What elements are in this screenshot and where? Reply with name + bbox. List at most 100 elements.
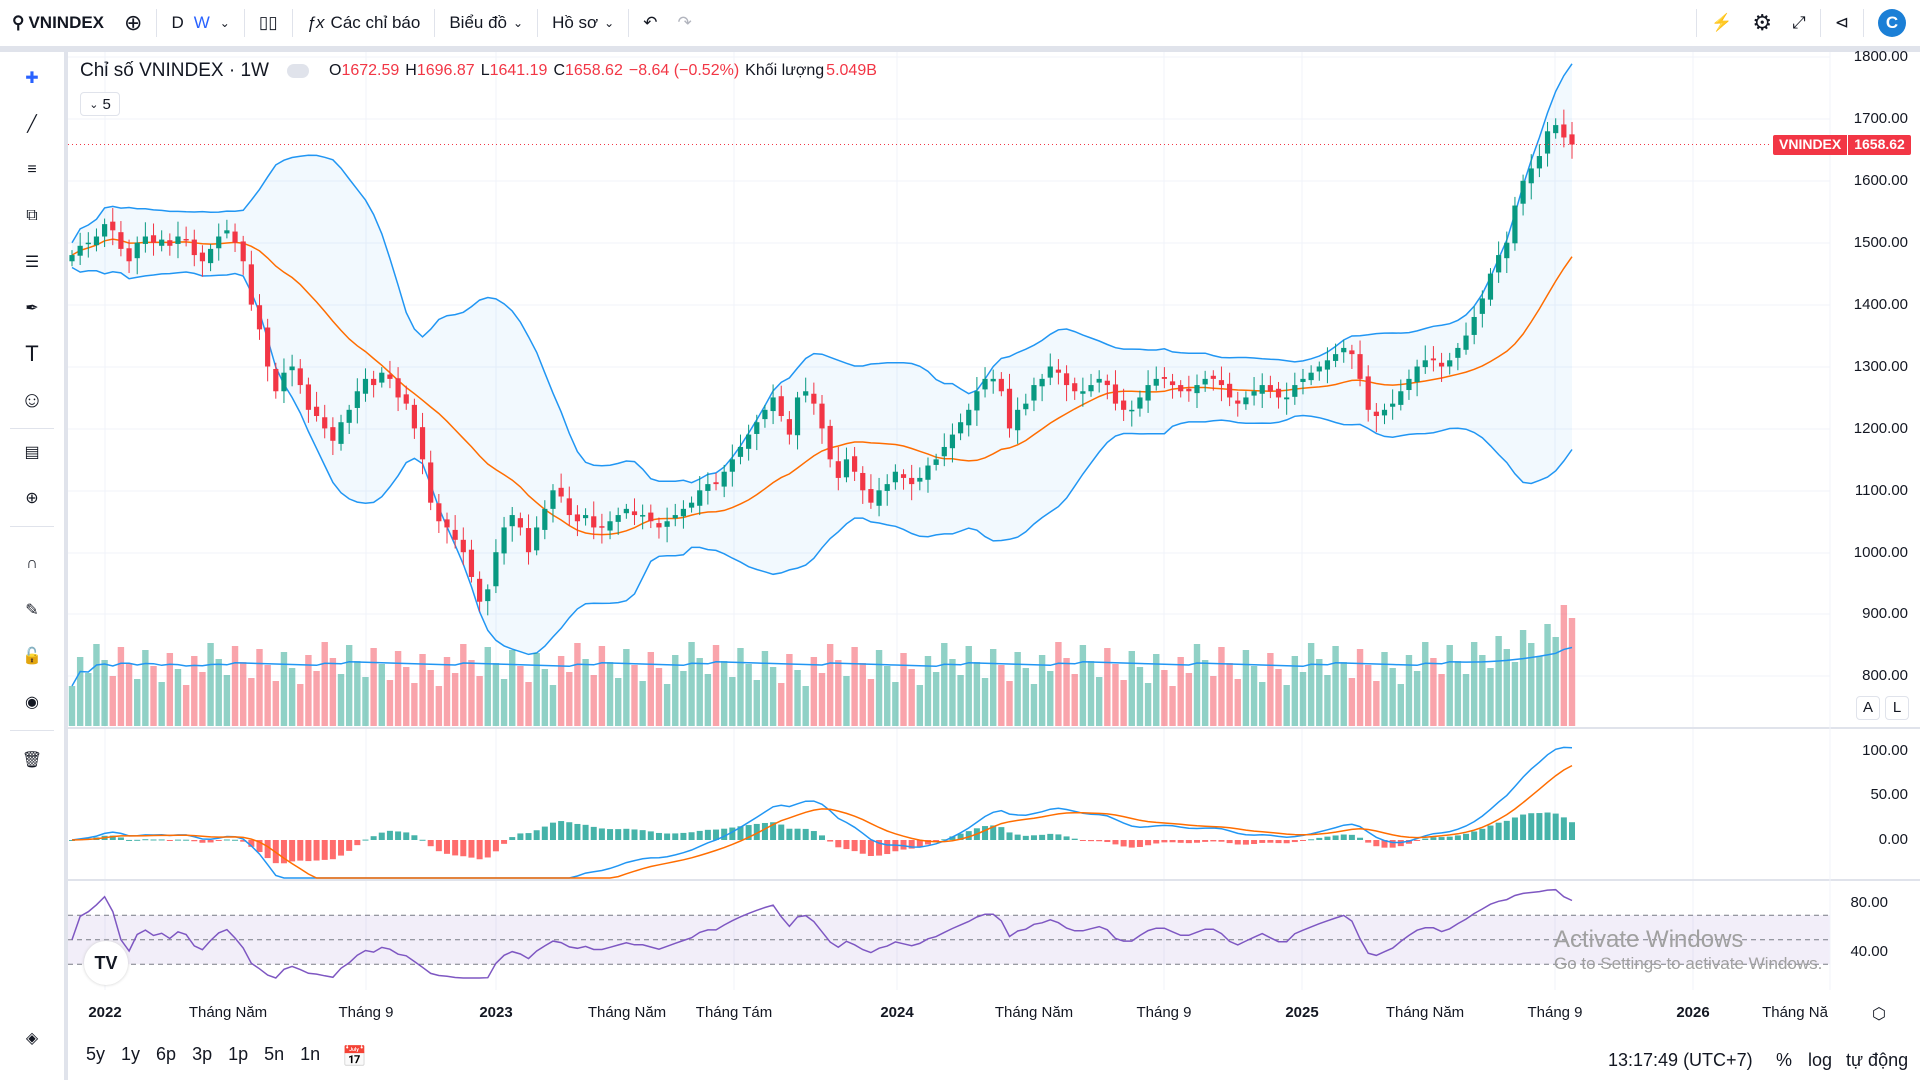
chevron-down-icon: ⌄: [604, 16, 615, 30]
range-button-5y[interactable]: 5y: [86, 1044, 106, 1064]
range-button-3p[interactable]: 3p: [192, 1044, 213, 1064]
price-axis-label: 900.00: [1862, 605, 1908, 622]
auto-scale-button[interactable]: A: [1856, 696, 1880, 720]
redo-icon: ↷: [677, 13, 692, 32]
time-axis-label: 2024: [880, 1004, 914, 1021]
zoom-in-icon: ⊕: [25, 490, 39, 507]
profile-menu[interactable]: Hồ sơ ⌄: [542, 0, 624, 46]
time-axis-label: Tháng 9: [1136, 1004, 1192, 1021]
range-button-1n[interactable]: 1n: [300, 1044, 321, 1064]
forecast-tool[interactable]: ☰: [16, 246, 48, 278]
unlock-icon: 🔓: [22, 648, 42, 665]
settings-button[interactable]: ⚙: [1742, 0, 1782, 46]
redo-button[interactable]: ↷: [667, 0, 701, 46]
range-button-5n[interactable]: 5n: [264, 1044, 285, 1064]
interval-d[interactable]: D: [171, 13, 184, 32]
price-axis-label: 1400.00: [1853, 296, 1908, 313]
chart-menu[interactable]: Biểu đồ ⌄: [439, 0, 533, 46]
price-axis-label: 1200.00: [1853, 420, 1908, 437]
price-axis-label: 1700.00: [1853, 110, 1908, 127]
low-value: 1641.19: [489, 62, 548, 79]
fx-icon: ƒx: [306, 13, 325, 32]
legend-toggle[interactable]: [286, 64, 309, 78]
brush-tool[interactable]: ✒: [16, 292, 48, 324]
chart-area[interactable]: [68, 52, 1920, 1080]
interval-dropdown[interactable]: ⌄: [220, 0, 240, 46]
indicators-button[interactable]: ƒx Các chỉ báo: [297, 0, 431, 46]
macd-axis-label: 0.00: [1878, 831, 1908, 848]
stay-drawing-tool[interactable]: ✎: [16, 594, 48, 626]
symbol-label: VNINDEX: [28, 13, 105, 32]
text-icon: T: [25, 341, 39, 366]
volume-label: Khối lượng: [745, 62, 825, 79]
macd-axis-label: 100.00: [1862, 742, 1908, 759]
chart-label: Biểu đồ: [449, 13, 507, 32]
price-axis-label: 1800.00: [1853, 48, 1908, 65]
chart-type-button[interactable]: ▯▯: [249, 0, 288, 46]
plus-circle-icon: ⊕: [124, 10, 143, 35]
chart-legend: Chỉ số VNINDEX · 1W O1672.59 H1696.87 L1…: [80, 60, 877, 82]
object-tree-button[interactable]: ◈: [16, 1022, 48, 1054]
indicators-label: Các chỉ báo: [330, 13, 421, 32]
percent-toggle[interactable]: %: [1776, 1050, 1793, 1070]
volume-value: 5.049B: [826, 62, 877, 79]
layers-icon: ◈: [25, 1030, 39, 1047]
crosshair-icon: ✚: [25, 70, 39, 87]
text-tool[interactable]: T: [16, 338, 48, 370]
hide-tool[interactable]: ◉: [16, 686, 48, 718]
time-axis-label: Tháng Năm: [994, 1004, 1074, 1021]
emoji-tool[interactable]: ☺: [16, 384, 48, 416]
candles-icon: ▯▯: [258, 13, 278, 32]
open-value: 1672.59: [341, 62, 400, 79]
delete-tool[interactable]: 🗑: [16, 744, 48, 776]
crosshair-tool[interactable]: ✚: [16, 62, 48, 94]
symbol-search[interactable]: ⚲ VNINDEX: [0, 0, 114, 46]
goto-date-button[interactable]: 📅: [342, 1044, 367, 1069]
range-button-1p[interactable]: 1p: [228, 1044, 249, 1064]
time-axis-label: Tháng Năm: [587, 1004, 667, 1021]
pattern-tool[interactable]: ⧉: [16, 200, 48, 232]
time-axis-label: Tháng Tám: [695, 1004, 773, 1021]
smiley-icon: ☺: [20, 387, 44, 412]
forecast-icon: ☰: [24, 254, 40, 271]
macd-axis-label: 50.00: [1870, 786, 1908, 803]
compare-button[interactable]: ⊕: [114, 0, 152, 46]
trendline-tool[interactable]: ╱: [16, 108, 48, 140]
undo-button[interactable]: ↶: [633, 0, 667, 46]
log-scale-button[interactable]: L: [1885, 696, 1909, 720]
high-value: 1696.87: [416, 62, 475, 79]
log-toggle[interactable]: log: [1808, 1050, 1833, 1070]
chevron-down-icon: ⌄: [89, 98, 99, 111]
fullscreen-button[interactable]: ⤢: [1782, 0, 1816, 46]
clock: 13:17:49 (UTC+7): [1608, 1050, 1753, 1070]
price-axis-label: 800.00: [1862, 667, 1908, 684]
chevron-down-icon: ⌄: [219, 16, 230, 30]
range-button-1y[interactable]: 1y: [121, 1044, 141, 1064]
zoom-tool[interactable]: ⊕: [16, 482, 48, 514]
price-axis-label: 1100.00: [1854, 482, 1908, 499]
chart-title: Chỉ số VNINDEX · 1W: [80, 60, 269, 81]
lock-tool[interactable]: 🔓: [16, 640, 48, 672]
axis-settings-button[interactable]: ⬡: [1872, 1004, 1886, 1024]
measure-tool[interactable]: ▤: [16, 436, 48, 468]
undo-icon: ↶: [643, 13, 658, 32]
interval-w[interactable]: W: [193, 13, 210, 32]
auto-toggle[interactable]: tự động: [1846, 1050, 1909, 1070]
share-button[interactable]: ⊲: [1825, 0, 1859, 46]
magnet-tool[interactable]: ∩: [16, 548, 48, 580]
trash-icon: 🗑: [21, 752, 43, 769]
price-axis-label: 1500.00: [1853, 234, 1908, 251]
fib-tool[interactable]: ≡: [16, 154, 48, 186]
brand-logo: C: [1868, 0, 1920, 46]
pattern-icon: ⧉: [26, 207, 38, 224]
chevron-down-icon: ⌄: [513, 16, 524, 30]
range-button-6p[interactable]: 6p: [156, 1044, 177, 1064]
logo-icon: C: [1878, 9, 1906, 37]
search-icon: ⚲: [12, 13, 25, 32]
profile-label: Hồ sơ: [552, 13, 599, 32]
indicators-collapse-button[interactable]: ⌄ 5: [80, 92, 120, 116]
quick-search-button[interactable]: ⚡: [1701, 0, 1742, 46]
high-label: H: [405, 62, 417, 79]
time-axis-label: Tháng 9: [338, 1004, 394, 1021]
price-tag-value: 1658.62: [1848, 135, 1911, 155]
